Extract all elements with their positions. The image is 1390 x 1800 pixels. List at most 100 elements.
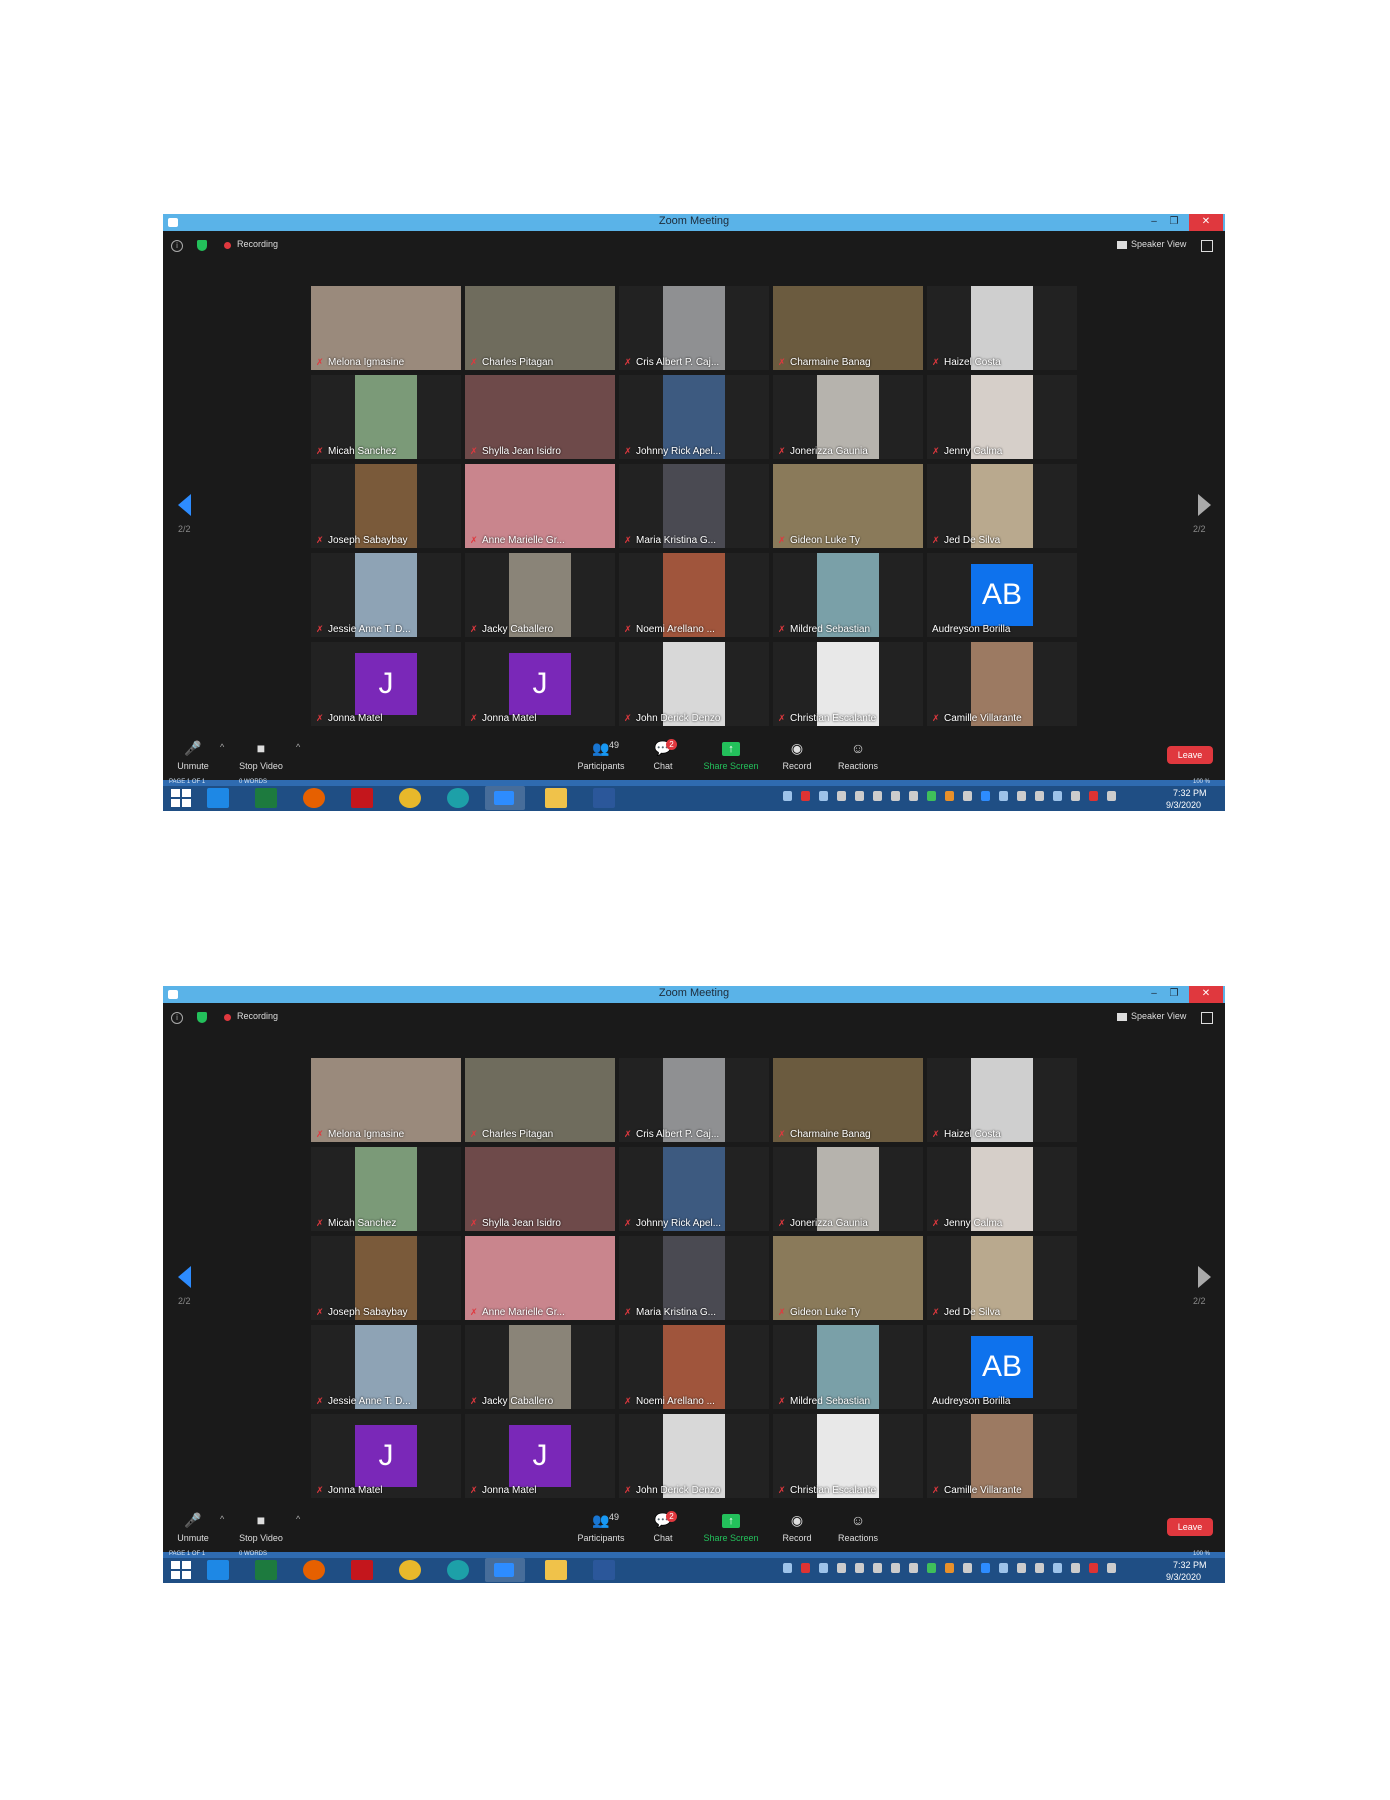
audio-options-caret-icon[interactable]: ^ bbox=[220, 1514, 225, 1524]
participants-button[interactable]: 👥 Participants bbox=[571, 736, 631, 774]
security-shield-icon[interactable] bbox=[197, 1012, 207, 1023]
record-button[interactable]: ◉ Record bbox=[775, 1508, 819, 1546]
participant-tile[interactable]: ✗ John Derick Denzo bbox=[619, 642, 769, 726]
participant-tile[interactable]: ✗ Cris Albert P. Caj... bbox=[619, 1058, 769, 1142]
participant-tile[interactable]: ✗ Jacky Caballero bbox=[465, 553, 615, 637]
participant-tile[interactable]: ✗ Jessie Anne T. D... bbox=[311, 1325, 461, 1409]
next-page-arrow-icon[interactable] bbox=[1198, 1266, 1211, 1288]
windows-start-icon[interactable] bbox=[171, 1561, 191, 1579]
chat-button[interactable]: 💬 Chat bbox=[643, 1508, 683, 1546]
system-tray[interactable] bbox=[783, 791, 1133, 803]
fullscreen-icon[interactable] bbox=[1201, 1012, 1213, 1024]
minimize-button[interactable]: – bbox=[1151, 216, 1157, 227]
participant-tile[interactable]: J ✗ Jonna Matel bbox=[311, 642, 461, 726]
video-options-caret-icon[interactable]: ^ bbox=[296, 742, 301, 752]
excel-icon[interactable] bbox=[255, 788, 277, 808]
chat-button[interactable]: 💬 Chat bbox=[643, 736, 683, 774]
leave-button[interactable]: Leave bbox=[1167, 746, 1213, 764]
participant-tile[interactable]: AB Audreyson Borilla bbox=[927, 1325, 1077, 1409]
participant-tile[interactable]: ✗ Jonerizza Gaunia bbox=[773, 1147, 923, 1231]
participant-tile[interactable]: ✗ Melona Igmasine bbox=[311, 1058, 461, 1142]
participant-tile[interactable]: AB Audreyson Borilla bbox=[927, 553, 1077, 637]
participant-tile[interactable]: ✗ Jenny Calma bbox=[927, 1147, 1077, 1231]
speaker-view-button[interactable]: Speaker View bbox=[1113, 237, 1189, 253]
participant-tile[interactable]: J ✗ Jonna Matel bbox=[311, 1414, 461, 1498]
share-screen-button[interactable]: ↑ Share Screen bbox=[699, 1508, 763, 1546]
speaker-view-button[interactable]: Speaker View bbox=[1113, 1009, 1189, 1025]
participant-tile[interactable]: ✗ Christian Escalante bbox=[773, 1414, 923, 1498]
participant-tile[interactable]: ✗ Jonerizza Gaunia bbox=[773, 375, 923, 459]
excel-icon[interactable] bbox=[255, 1560, 277, 1580]
participant-tile[interactable]: ✗ Joseph Sabaybay bbox=[311, 1236, 461, 1320]
participants-button[interactable]: 👥 Participants bbox=[571, 1508, 631, 1546]
edge-icon[interactable] bbox=[447, 1560, 469, 1580]
record-button[interactable]: ◉ Record bbox=[775, 736, 819, 774]
participant-tile[interactable]: ✗ Jed De Silva bbox=[927, 464, 1077, 548]
participant-tile[interactable]: ✗ Gideon Luke Ty bbox=[773, 1236, 923, 1320]
participant-tile[interactable]: ✗ Charles Pitagan bbox=[465, 1058, 615, 1142]
participant-tile[interactable]: ✗ Charles Pitagan bbox=[465, 286, 615, 370]
taskbar-app-icon[interactable] bbox=[207, 788, 229, 808]
chrome-icon[interactable] bbox=[399, 788, 421, 808]
participant-tile[interactable]: ✗ Shylla Jean Isidro bbox=[465, 1147, 615, 1231]
participant-tile[interactable]: ✗ Charmaine Banag bbox=[773, 1058, 923, 1142]
participant-tile[interactable]: J ✗ Jonna Matel bbox=[465, 642, 615, 726]
participant-tile[interactable]: ✗ Jed De Silva bbox=[927, 1236, 1077, 1320]
stop-video-button[interactable]: ■ Stop Video bbox=[233, 1508, 289, 1546]
firefox-icon[interactable] bbox=[303, 788, 325, 808]
edge-icon[interactable] bbox=[447, 788, 469, 808]
participant-tile[interactable]: ✗ Johnny Rick Apel... bbox=[619, 1147, 769, 1231]
participant-tile[interactable]: ✗ Maria Kristina G... bbox=[619, 464, 769, 548]
participant-tile[interactable]: ✗ Cris Albert P. Caj... bbox=[619, 286, 769, 370]
participant-tile[interactable]: ✗ Micah Sanchez bbox=[311, 1147, 461, 1231]
close-button[interactable]: ✕ bbox=[1189, 214, 1223, 231]
next-page-arrow-icon[interactable] bbox=[1198, 494, 1211, 516]
firefox-icon[interactable] bbox=[303, 1560, 325, 1580]
maximize-button[interactable]: ❐ bbox=[1169, 988, 1179, 999]
acrobat-icon[interactable] bbox=[351, 788, 373, 808]
security-shield-icon[interactable] bbox=[197, 240, 207, 251]
participant-tile[interactable]: ✗ Mildred Sebastian bbox=[773, 553, 923, 637]
taskbar-clock-time[interactable]: 7:32 PM bbox=[1173, 1560, 1207, 1570]
taskbar-clock-date[interactable]: 9/3/2020 bbox=[1166, 800, 1202, 810]
participant-tile[interactable]: ✗ Maria Kristina G... bbox=[619, 1236, 769, 1320]
participant-tile[interactable]: ✗ Christian Escalante bbox=[773, 642, 923, 726]
audio-options-caret-icon[interactable]: ^ bbox=[220, 742, 225, 752]
taskbar-clock-date[interactable]: 9/3/2020 bbox=[1166, 1572, 1202, 1582]
previous-page-arrow-icon[interactable] bbox=[178, 494, 191, 516]
acrobat-icon[interactable] bbox=[351, 1560, 373, 1580]
word-icon[interactable] bbox=[593, 788, 615, 808]
taskbar-app-icon[interactable] bbox=[207, 1560, 229, 1580]
share-screen-button[interactable]: ↑ Share Screen bbox=[699, 736, 763, 774]
reactions-button[interactable]: ☺ Reactions bbox=[831, 736, 885, 774]
participant-tile[interactable]: ✗ Jenny Calma bbox=[927, 375, 1077, 459]
info-icon[interactable]: i bbox=[171, 1012, 183, 1024]
leave-button[interactable]: Leave bbox=[1167, 1518, 1213, 1536]
system-tray[interactable] bbox=[783, 1563, 1133, 1575]
reactions-button[interactable]: ☺ Reactions bbox=[831, 1508, 885, 1546]
info-icon[interactable]: i bbox=[171, 240, 183, 252]
participant-tile[interactable]: ✗ Jacky Caballero bbox=[465, 1325, 615, 1409]
participant-tile[interactable]: ✗ Charmaine Banag bbox=[773, 286, 923, 370]
participant-tile[interactable]: ✗ Camille Villarante bbox=[927, 1414, 1077, 1498]
participant-tile[interactable]: ✗ Haizel Costa bbox=[927, 286, 1077, 370]
participant-tile[interactable]: ✗ John Derick Denzo bbox=[619, 1414, 769, 1498]
participant-tile[interactable]: ✗ Anne Marielle Gr... bbox=[465, 464, 615, 548]
stop-video-button[interactable]: ■ Stop Video bbox=[233, 736, 289, 774]
participant-tile[interactable]: ✗ Shylla Jean Isidro bbox=[465, 375, 615, 459]
participant-tile[interactable]: ✗ Gideon Luke Ty bbox=[773, 464, 923, 548]
close-button[interactable]: ✕ bbox=[1189, 986, 1223, 1003]
fullscreen-icon[interactable] bbox=[1201, 240, 1213, 252]
participant-tile[interactable]: ✗ Anne Marielle Gr... bbox=[465, 1236, 615, 1320]
previous-page-arrow-icon[interactable] bbox=[178, 1266, 191, 1288]
participant-tile[interactable]: ✗ Micah Sanchez bbox=[311, 375, 461, 459]
participant-tile[interactable]: ✗ Jessie Anne T. D... bbox=[311, 553, 461, 637]
participant-tile[interactable]: ✗ Melona Igmasine bbox=[311, 286, 461, 370]
taskbar-clock-time[interactable]: 7:32 PM bbox=[1173, 788, 1207, 798]
participant-tile[interactable]: ✗ Mildred Sebastian bbox=[773, 1325, 923, 1409]
minimize-button[interactable]: – bbox=[1151, 988, 1157, 999]
file-explorer-icon[interactable] bbox=[545, 788, 567, 808]
participant-tile[interactable]: ✗ Camille Villarante bbox=[927, 642, 1077, 726]
participant-tile[interactable]: ✗ Noemi Arellano ... bbox=[619, 553, 769, 637]
video-options-caret-icon[interactable]: ^ bbox=[296, 1514, 301, 1524]
